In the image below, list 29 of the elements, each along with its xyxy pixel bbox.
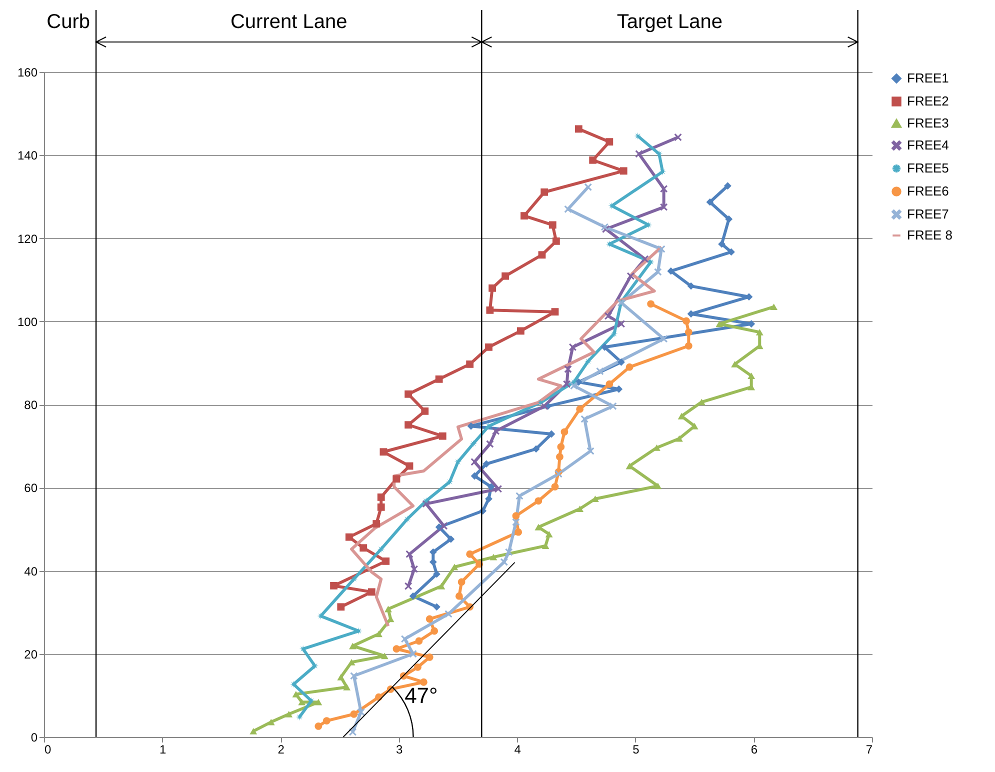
legend-label: FREE2: [907, 94, 949, 108]
y-tick-label: 140: [17, 148, 38, 163]
x-tick-label: 1: [159, 742, 166, 756]
x-tick-label: 4: [514, 742, 522, 756]
text: Curb: [46, 11, 90, 33]
x-tick-label: 3: [396, 742, 404, 756]
x-tick-label: 7: [866, 742, 873, 756]
y-tick-label: 0: [30, 730, 38, 744]
x-tick-label: 5: [632, 742, 640, 756]
y-tick-label: 160: [17, 66, 38, 80]
text: Current Lane: [230, 11, 348, 33]
legend-label: FREE6: [907, 184, 949, 198]
legend-label: FREE7: [907, 206, 949, 222]
x-tick-label: 2: [278, 742, 285, 756]
x-tick-label: 0: [44, 742, 52, 756]
legend-label: FREE 8: [907, 228, 953, 242]
y-tick-label: 40: [24, 564, 38, 578]
y-tick-label: 100: [17, 314, 38, 329]
y-tick-label: 80: [24, 398, 38, 412]
y-tick-label: 20: [24, 647, 38, 662]
y-tick-label: 60: [24, 481, 38, 496]
annotation: 47°: [404, 682, 438, 708]
y-tick-label: 120: [17, 232, 38, 246]
legend-label: FREE4: [907, 138, 949, 152]
legend-label: FREE1: [907, 70, 949, 86]
legend-label: FREE3: [907, 116, 949, 130]
legend-label: FREE5: [907, 160, 949, 176]
x-tick-label: 6: [750, 742, 758, 756]
text: Target Lane: [616, 11, 723, 33]
